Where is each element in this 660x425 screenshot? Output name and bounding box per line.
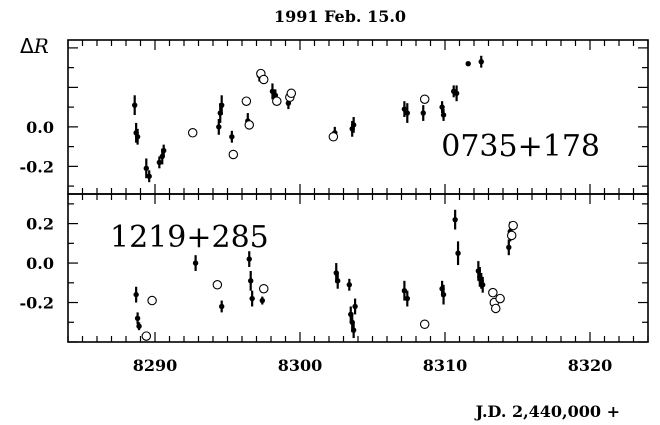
filled-data-point (440, 112, 447, 118)
filled-data-point (269, 88, 276, 95)
y-axis-label: ΔR (20, 34, 49, 58)
filled-data-point (134, 134, 141, 140)
filled-data-point (439, 104, 445, 110)
y-tick-label: -0.2 (20, 294, 54, 313)
x-axis-tick-labels: 8290 8300 8310 8320 (133, 356, 613, 375)
filled-data-point (480, 282, 486, 288)
open-data-point (419, 94, 430, 104)
open-data-point (258, 283, 269, 294)
open-data-point (228, 149, 239, 160)
filled-data-point (134, 315, 141, 322)
open-data-point (241, 96, 252, 106)
filled-data-point (452, 216, 458, 223)
filled-data-point (404, 110, 410, 116)
open-data-point (147, 295, 157, 306)
filled-data-point (146, 173, 152, 179)
filled-data-point (219, 303, 225, 310)
filled-data-point (401, 287, 408, 294)
open-data-point (419, 319, 430, 329)
filled-data-point (401, 106, 408, 112)
filled-data-point (350, 327, 357, 333)
open-data-point (286, 88, 297, 99)
filled-data-point (161, 147, 167, 154)
object-label-1219-285: 1219+285 (110, 220, 269, 255)
panel-frame-top (67, 39, 649, 195)
filled-data-point (453, 90, 460, 97)
open-data-point (187, 128, 198, 138)
filled-data-point (156, 159, 163, 166)
x-tick-label: 8290 (133, 356, 178, 375)
panel-frame-bottom (67, 193, 649, 343)
y-tick-label: 0.2 (26, 215, 54, 234)
x-tick-label: 8300 (278, 356, 323, 375)
open-data-point (141, 331, 152, 341)
open-data-point (244, 120, 255, 130)
filled-data-point (335, 278, 341, 284)
open-data-point (506, 230, 517, 241)
x-tick-label: 8320 (568, 356, 613, 375)
open-data-point (258, 74, 269, 85)
y-tick-label: -0.2 (20, 157, 54, 176)
filled-data-point (132, 102, 138, 108)
filled-data-point (259, 297, 265, 304)
filled-data-point (346, 282, 352, 288)
filled-data-point (478, 59, 484, 65)
filled-data-point (136, 323, 142, 329)
x-axis-label: J.D. 2,440,000 + (474, 402, 620, 421)
filled-data-point (216, 124, 222, 130)
filled-data-point (440, 291, 447, 298)
filled-data-point (352, 303, 358, 310)
open-data-point (488, 287, 498, 298)
filled-data-point (246, 256, 252, 262)
filled-data-point (229, 134, 235, 140)
filled-data-point (350, 122, 357, 128)
filled-data-point (506, 244, 512, 250)
open-data-point (490, 303, 501, 314)
filled-data-point (420, 110, 426, 116)
x-tick-label: 8310 (423, 356, 468, 375)
object-label-0735-178: 0735+178 (441, 129, 600, 164)
filled-data-point (219, 102, 225, 108)
panel-1219-285: -0.2 0.0 0.2 1219+285 (20, 193, 649, 343)
y-tick-label: 0.0 (26, 118, 54, 137)
filled-data-point (249, 295, 255, 302)
filled-data-point (133, 291, 139, 298)
filled-data-point (465, 60, 471, 67)
filled-data-point (404, 295, 410, 302)
open-data-point (508, 220, 518, 231)
panel-0735-178: -0.2 0.0 0735+178 (20, 39, 649, 195)
filled-data-point (455, 250, 461, 256)
y-tick-label: 0.0 (26, 254, 54, 273)
filled-data-point (143, 165, 149, 172)
open-data-point (495, 293, 505, 304)
chart-title: 1991 Feb. 15.0 (274, 7, 406, 26)
filled-data-point (248, 278, 254, 284)
filled-data-point (192, 260, 199, 266)
open-data-point (272, 96, 282, 106)
open-data-point (328, 131, 339, 142)
open-data-point (212, 280, 223, 290)
